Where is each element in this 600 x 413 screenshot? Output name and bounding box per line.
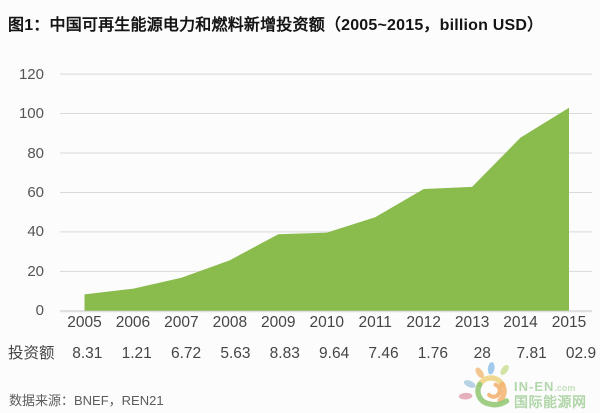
x-tick-label-2009: 2009 [261, 313, 296, 331]
investment-value-2007: 6.72 [170, 345, 202, 362]
data-source-note: 数据来源：BNEF，REN21 [9, 393, 164, 408]
inen-brand-cn-text: 国际能源网 [514, 394, 587, 410]
y-tick-label-0: 0 [35, 302, 44, 320]
x-tick-label-2006: 2006 [115, 313, 151, 331]
investment-value-2012: 1.76 [417, 345, 448, 362]
y-tick-label-120: 120 [18, 65, 44, 83]
investment-value-2008: 5.63 [220, 345, 251, 362]
investment-value-2009: 8.83 [269, 345, 300, 362]
investment-value-2013: 28 [473, 345, 491, 362]
inen-logo-icon [458, 362, 510, 408]
investment-row-label: 投资额 [8, 345, 55, 362]
x-tick-label-2014: 2014 [503, 313, 538, 331]
investment-value-2014: 7.81 [516, 345, 547, 362]
inen-watermark: IN-EN.com 国际能源网 [450, 357, 600, 413]
inen-brand-text: IN-EN.com [514, 379, 575, 394]
investment-value-2010: 9.64 [319, 345, 350, 362]
investment-value-2006: 1.21 [121, 345, 152, 362]
y-tick-label-40: 40 [27, 223, 44, 241]
y-tick-label-80: 80 [27, 144, 44, 162]
x-tick-label-2011: 2011 [358, 313, 392, 331]
x-tick-label-2013: 2013 [454, 313, 490, 331]
investment-value-2015: 02.9 [565, 345, 597, 362]
x-tick-label-2012: 2012 [406, 313, 441, 331]
investment-area-series [84, 107, 569, 311]
y-tick-label-60: 60 [27, 183, 44, 201]
inen-brand-suffix: .com [554, 383, 576, 393]
inen-brand-name: IN-EN [514, 379, 555, 394]
x-tick-label-2007: 2007 [164, 313, 199, 331]
figure-title: 图1：中国可再生能源电力和燃料新增投资额（2005~2015，billion U… [8, 17, 544, 34]
x-tick-label-2010: 2010 [309, 313, 344, 331]
x-tick-label-2015: 2015 [551, 313, 587, 331]
investment-value-2005: 8.31 [72, 345, 103, 362]
x-tick-label-2008: 2008 [212, 313, 248, 331]
y-tick-label-20: 20 [27, 262, 44, 280]
y-tick-label-100: 100 [18, 105, 44, 123]
x-tick-label-2005: 2005 [67, 313, 102, 331]
investment-value-2011: 7.46 [368, 345, 399, 362]
